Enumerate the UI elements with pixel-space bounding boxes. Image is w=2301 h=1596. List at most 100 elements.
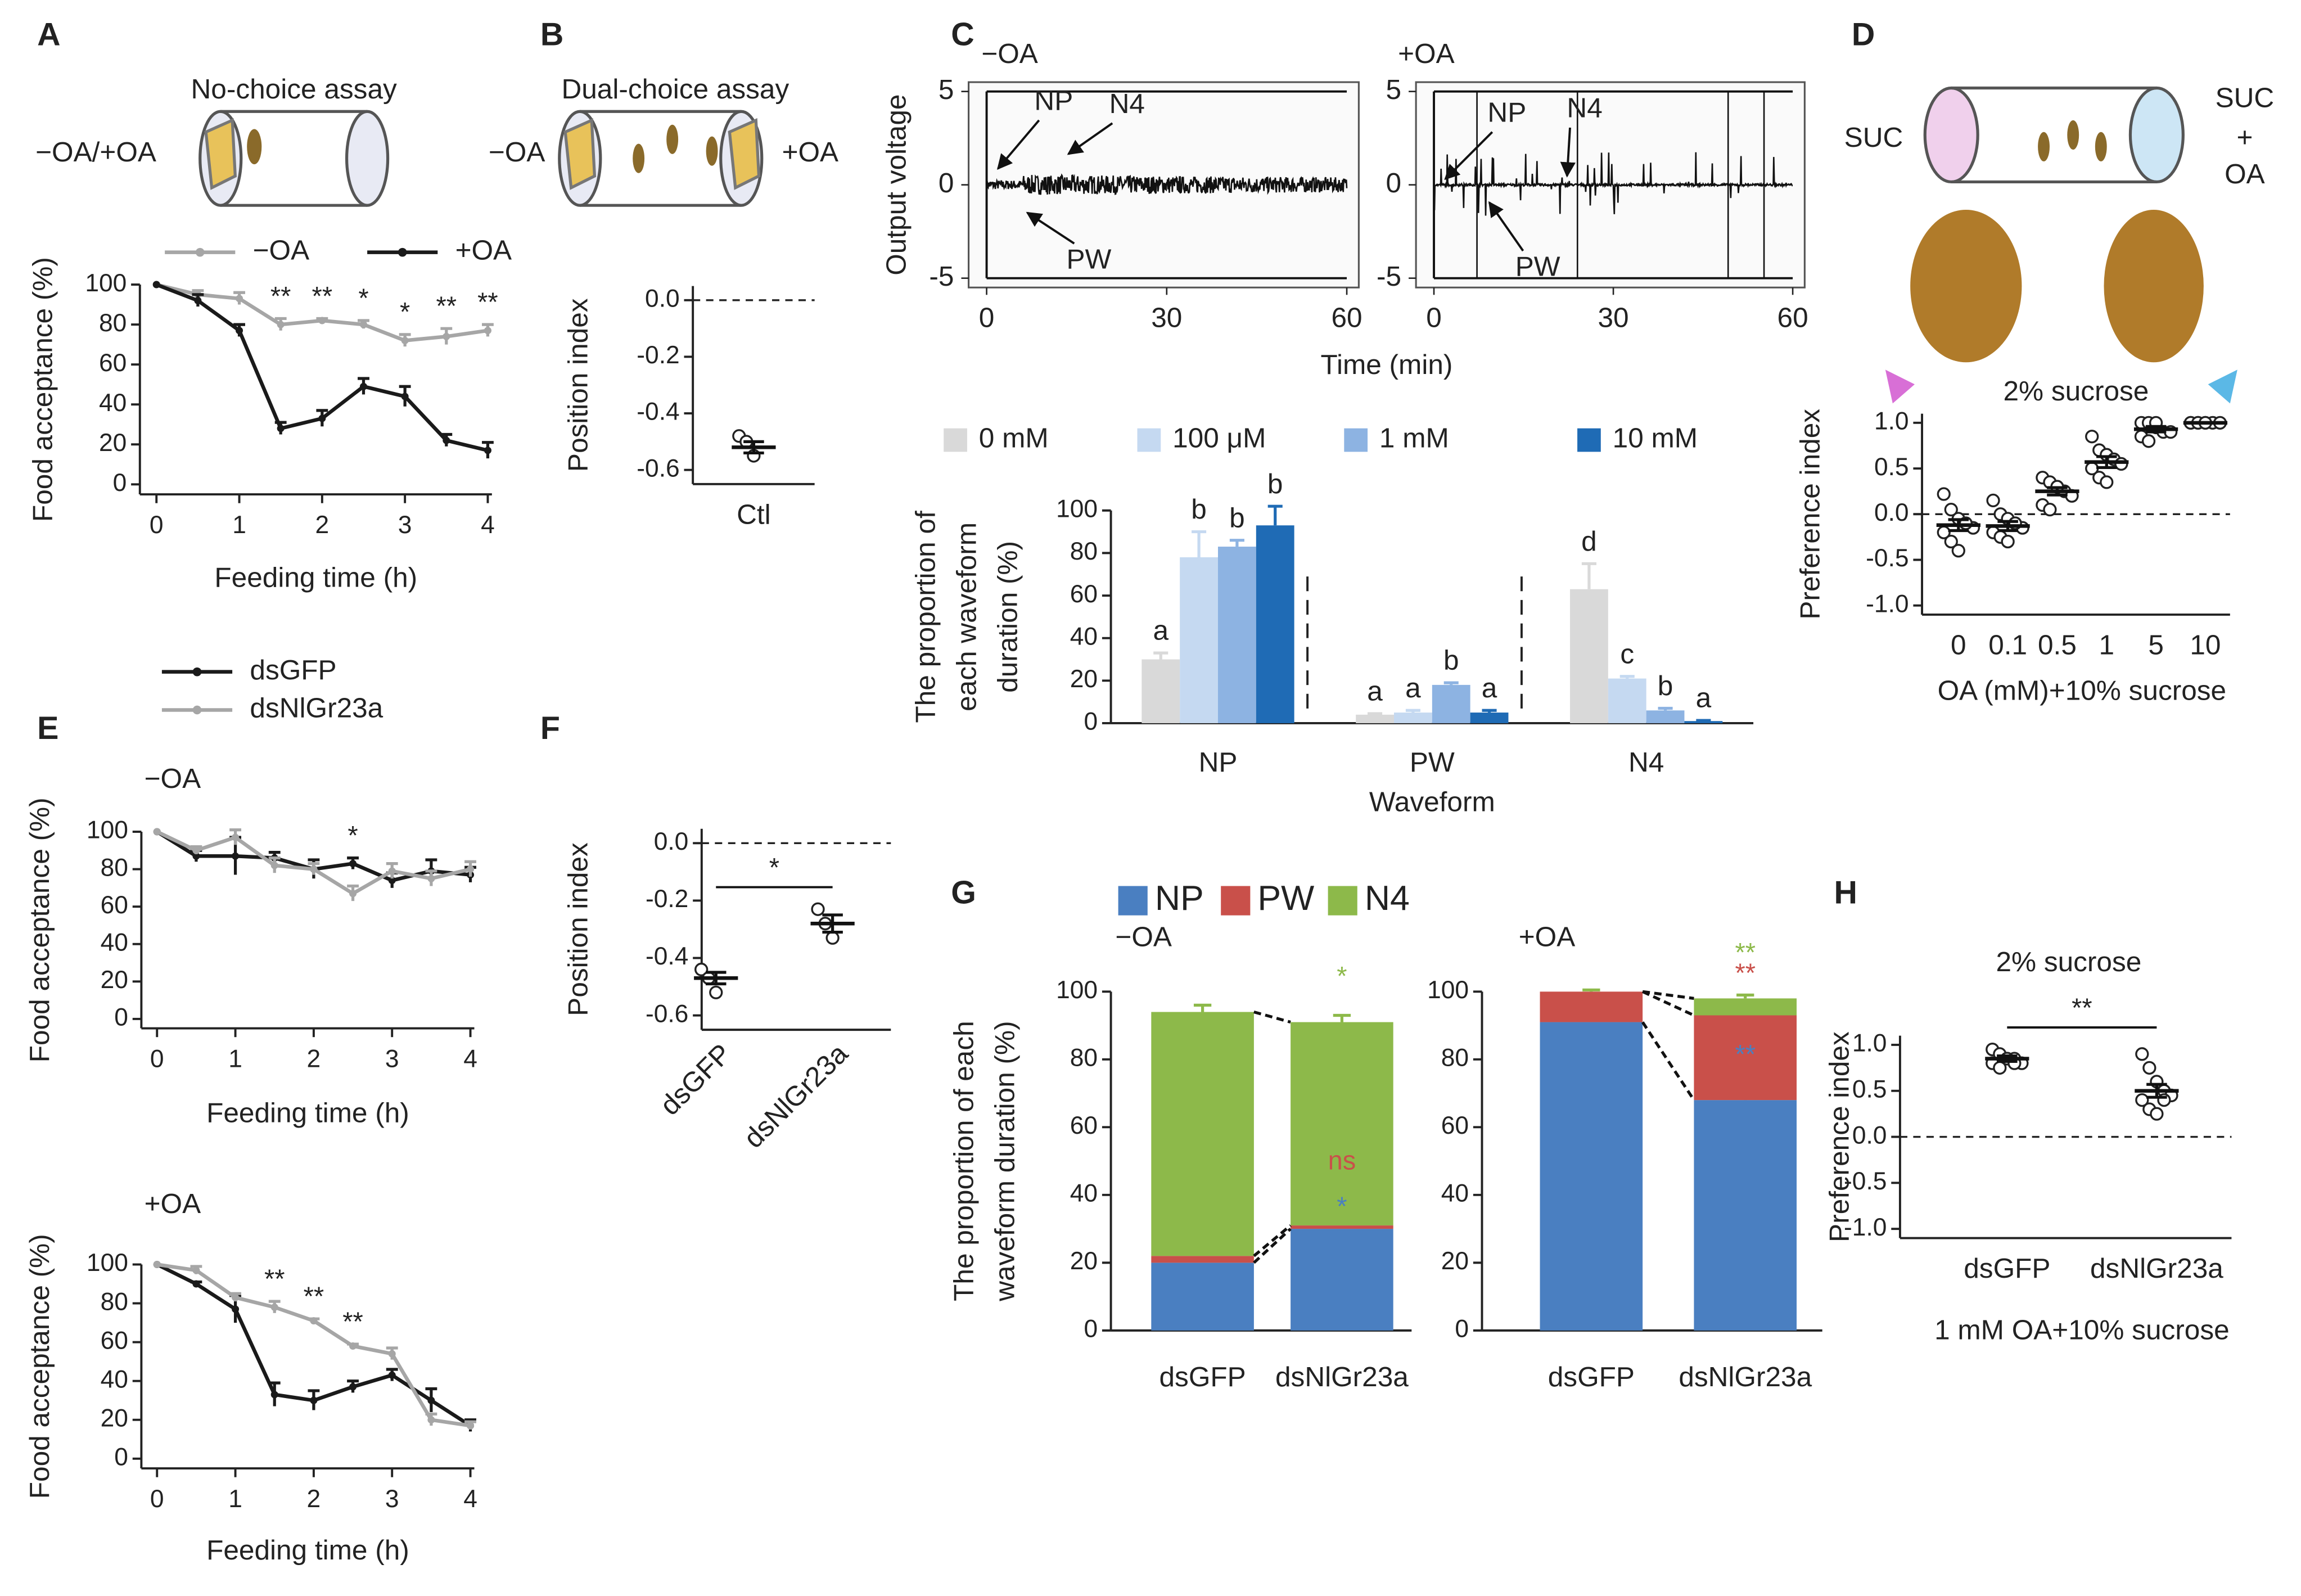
y-tick-label: 20 — [1070, 665, 1098, 693]
y-tick-label: -0.2 — [646, 885, 688, 913]
data-point — [310, 865, 318, 873]
legend-swatch — [1118, 886, 1148, 916]
significance: ** — [477, 287, 498, 317]
data-point — [388, 1371, 396, 1379]
x-tick-label: 0 — [150, 1485, 164, 1513]
arrow — [1444, 131, 1494, 181]
x-tick-label: 30 — [1151, 302, 1182, 333]
y-tick-label: 80 — [101, 1288, 128, 1315]
significance: * — [1337, 961, 1347, 991]
data-point — [443, 436, 450, 444]
x-axis-label: Feeding time (h) — [214, 561, 417, 593]
legend-label: dsGFP — [250, 654, 336, 686]
y-tick-label: -0.5 — [1844, 1167, 1887, 1195]
x-tick-label: 0 — [150, 511, 164, 539]
bar — [1684, 721, 1723, 723]
legend-label: 10 mM — [1613, 422, 1698, 454]
arrow — [1026, 211, 1075, 245]
arrow — [1067, 122, 1113, 155]
legend-label: 100 μM — [1172, 422, 1266, 454]
bar-segment — [1540, 1022, 1643, 1331]
x-tick-label: 0 — [1426, 302, 1442, 333]
x-tick-label: PW — [1410, 746, 1455, 778]
x-tick-label: dsNlGr23a — [1275, 1361, 1409, 1392]
bar — [1432, 684, 1470, 723]
y-axis-label: Output voltage — [880, 94, 912, 276]
legend-marker — [195, 247, 205, 257]
chart-title: 2% sucrose — [2003, 375, 2149, 407]
panel-label: G — [951, 874, 976, 910]
trace-title: −OA — [981, 38, 1038, 69]
data-point — [236, 327, 243, 335]
data-point — [694, 962, 709, 977]
x-axis-label: Waveform — [1369, 786, 1495, 818]
x-tick-label: 1 — [228, 1045, 242, 1073]
y-tick-label: 80 — [99, 309, 127, 337]
bar — [1180, 557, 1218, 723]
data-point — [388, 1350, 396, 1358]
x-tick-label: 30 — [1598, 302, 1629, 333]
bar — [1256, 525, 1294, 723]
significance: ** — [270, 281, 291, 310]
y-tick-label: 0 — [1455, 1315, 1469, 1343]
data-point — [388, 877, 396, 885]
data-point — [277, 321, 285, 328]
y-tick-label: 20 — [1070, 1247, 1098, 1275]
side-label: SUC — [1844, 121, 1903, 153]
y-tick-label: -0.4 — [646, 943, 688, 970]
arrow — [1488, 201, 1524, 252]
data-point — [359, 382, 368, 390]
group-letter: c — [1620, 638, 1634, 669]
arrow — [996, 119, 1040, 170]
data-point — [310, 1317, 318, 1325]
bar — [1394, 713, 1432, 723]
data-point — [310, 1396, 318, 1404]
data-point — [1986, 493, 2000, 508]
bar-segment — [1291, 1229, 1393, 1331]
bar-segment — [1151, 1263, 1254, 1331]
data-point — [1937, 487, 1951, 501]
significance: * — [1337, 1191, 1347, 1221]
data-point — [192, 852, 200, 860]
tube-b — [558, 110, 764, 207]
tube-a — [198, 110, 390, 207]
x-tick-label: dsNlGr23a — [737, 1038, 854, 1154]
y-tick-label: -0.6 — [637, 454, 679, 482]
bar — [1570, 589, 1608, 723]
bar — [1142, 659, 1180, 723]
panel-label: F — [540, 710, 560, 746]
x-tick-label: dsGFP — [1548, 1361, 1635, 1392]
x-tick-label: 4 — [463, 1045, 477, 1073]
y-tick-label: 20 — [101, 966, 128, 994]
bar — [1356, 714, 1395, 723]
y-tick-label: 100 — [1056, 976, 1098, 1004]
data-point — [2043, 503, 2057, 517]
y-tick-label: 0.0 — [654, 828, 689, 855]
y-tick-label: 80 — [101, 854, 128, 881]
significance: ** — [312, 281, 333, 310]
y-tick-label: 20 — [101, 1404, 128, 1432]
icon-label: −OA/+OA — [35, 136, 156, 168]
y-axis-label: The proportion of each — [948, 1021, 979, 1301]
legend-label: 1 mM — [1379, 422, 1449, 454]
x-tick-label: 0 — [150, 1045, 164, 1073]
x-tick-label: 0.1 — [1988, 629, 2027, 660]
y-tick-label: 40 — [99, 389, 127, 417]
significance: ** — [436, 291, 457, 321]
x-tick-label: dsGFP — [654, 1038, 738, 1121]
x-tick-label: 60 — [1777, 302, 1808, 333]
bar-segment — [1151, 1256, 1254, 1263]
data-point — [2142, 1061, 2156, 1075]
data-point — [825, 931, 840, 945]
group-letter: b — [1191, 493, 1207, 525]
y-axis-label: Position index — [562, 298, 593, 472]
bar-segment — [1151, 1012, 1254, 1256]
y-tick-label: -1.0 — [1844, 1214, 1887, 1241]
data-point — [427, 1416, 435, 1424]
chart-title: +OA — [145, 1188, 201, 1219]
data-point — [427, 1396, 435, 1404]
side-label: OA — [2225, 158, 2265, 190]
panel-label: B — [540, 16, 563, 52]
bar — [1217, 547, 1256, 723]
bar-segment — [1291, 1225, 1393, 1229]
